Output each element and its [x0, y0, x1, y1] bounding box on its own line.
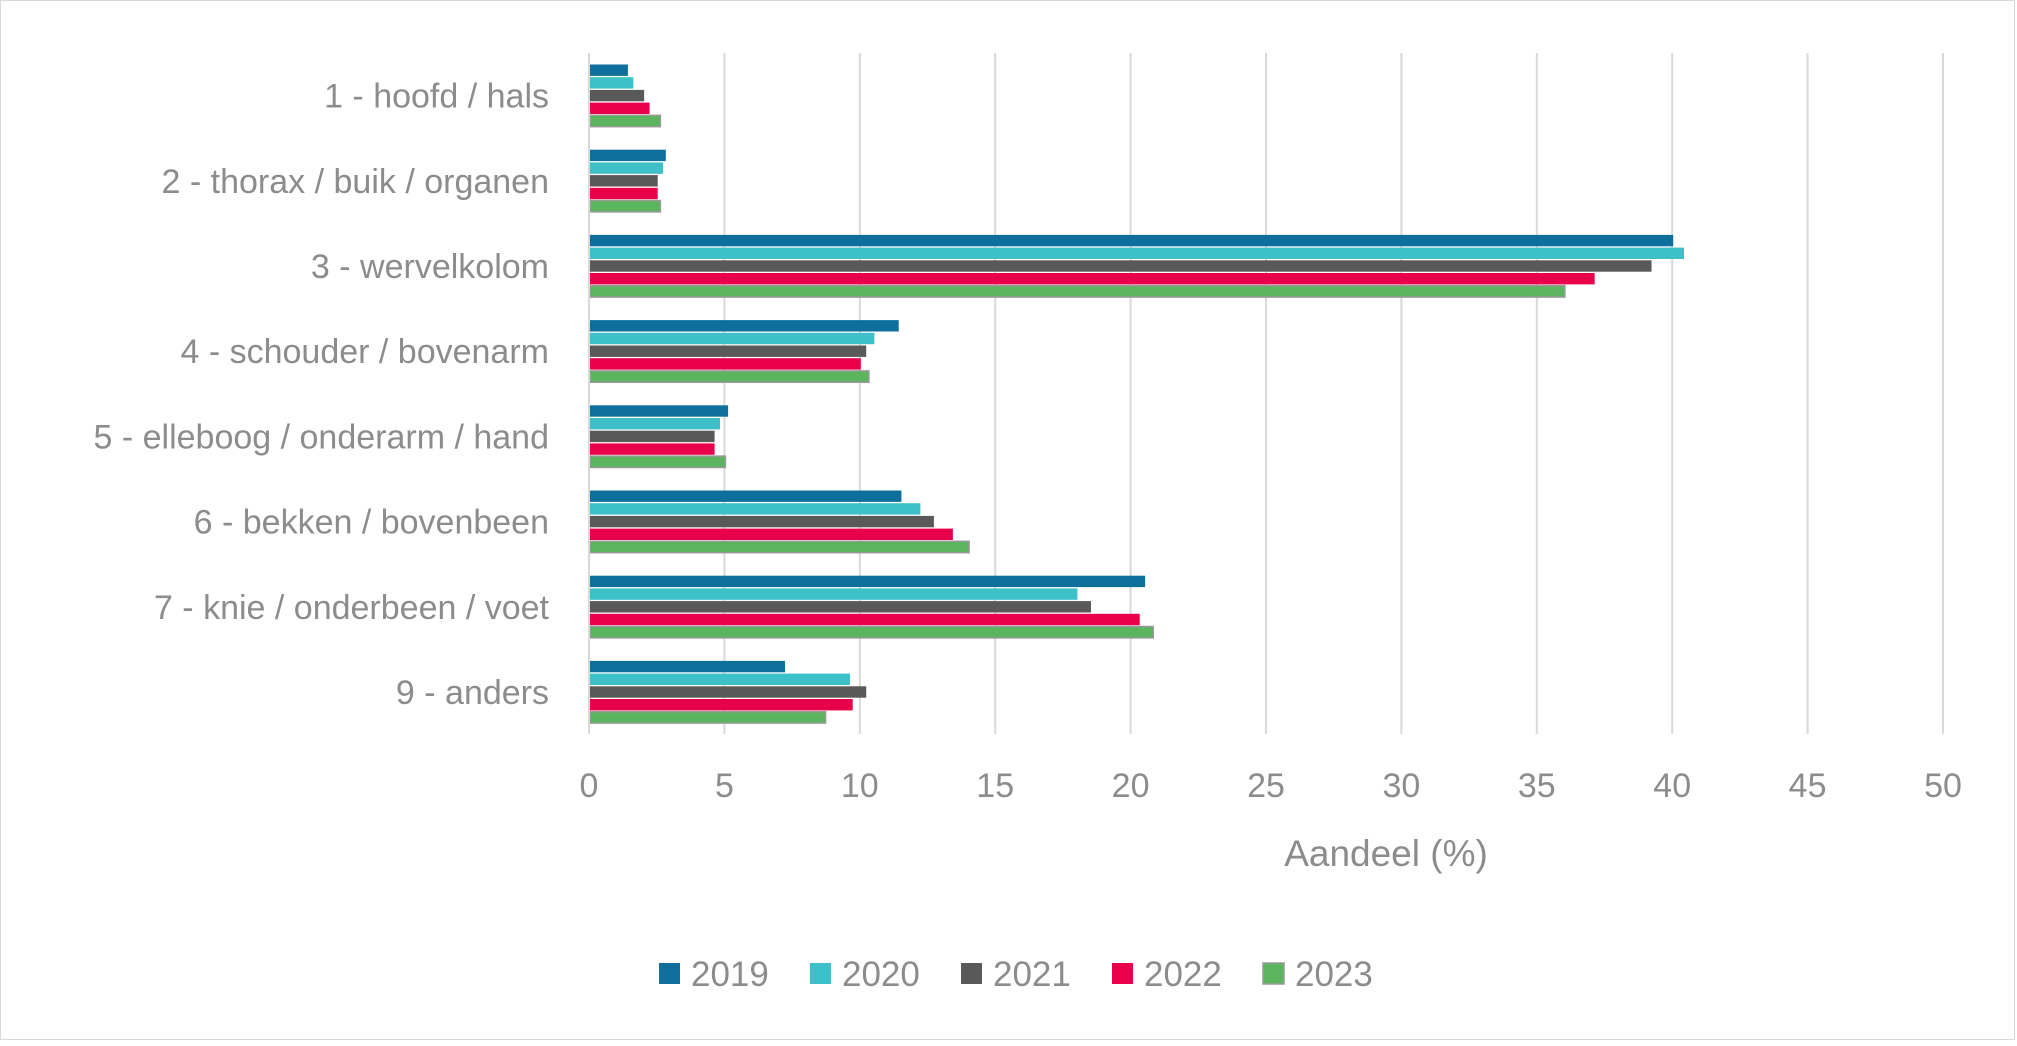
- category-labels: 1 - hoofd / hals 2 - thorax / buik / orga…: [93, 78, 549, 712]
- x-tick-label: 35: [1518, 767, 1556, 805]
- bar-2022: [590, 102, 650, 114]
- bar-2021: [590, 601, 1091, 613]
- bar-2023: [589, 710, 827, 724]
- bar-2020: [590, 673, 850, 685]
- legend-swatch-2021: [961, 963, 982, 984]
- bar-2021: [590, 89, 645, 102]
- bar-2019: [590, 575, 1146, 588]
- bar-2023: [589, 114, 662, 128]
- bar-2021: [590, 345, 867, 357]
- x-tick-label: 10: [841, 767, 879, 805]
- x-axis-title: Aandeel (%): [1284, 833, 1488, 874]
- bar-2020: [590, 77, 634, 89]
- legend-swatch-2023: [1262, 962, 1285, 985]
- bar-2021: [590, 175, 658, 187]
- bar-2019: [590, 405, 729, 417]
- x-tick-label: 15: [976, 767, 1014, 805]
- category-label: 5 - elleboog / onderarm / hand: [93, 418, 549, 456]
- legend-label-2020: 2020: [842, 955, 920, 994]
- bar-2020: [590, 418, 720, 430]
- legend-label-2019: 2019: [691, 955, 769, 994]
- gridlines: [723, 53, 1944, 734]
- bar-2022: [590, 358, 861, 370]
- bar-2021: [590, 430, 715, 443]
- bar-2019: [590, 149, 666, 162]
- bar-2022: [590, 443, 715, 455]
- x-tick-label: 20: [1112, 767, 1150, 805]
- bar-2021: [590, 686, 867, 698]
- bar-2020: [590, 588, 1078, 600]
- bar-2023: [589, 370, 870, 384]
- bar-2023: [589, 199, 662, 213]
- bar-2019: [590, 490, 902, 502]
- bar-2019: [590, 320, 899, 332]
- bar-2020: [590, 503, 921, 515]
- x-tick-labels: 0 5 10 15 20 25 30 35 40 45 50: [580, 767, 1962, 805]
- legend-swatch-2022: [1112, 963, 1133, 984]
- x-tick-label: 40: [1653, 767, 1691, 805]
- category-label: 6 - bekken / bovenbeen: [194, 504, 549, 542]
- legend: 2019 2020 2021 2022 2023: [659, 955, 1373, 994]
- bar-2021: [590, 515, 934, 528]
- bar-2023: [589, 284, 1566, 298]
- x-tick-label: 0: [580, 767, 599, 805]
- category-label: 2 - thorax / buik / organen: [162, 163, 549, 201]
- x-tick-label: 45: [1789, 767, 1827, 805]
- x-tick-label: 50: [1924, 767, 1962, 805]
- bar-2022: [590, 528, 953, 540]
- bar-2022: [590, 187, 658, 200]
- x-tick-label: 5: [715, 767, 734, 805]
- bar-2023: [589, 455, 727, 469]
- bar-2019: [590, 660, 785, 673]
- legend-swatch-2020: [810, 963, 831, 984]
- bar-2023: [589, 625, 1155, 639]
- category-label: 3 - wervelkolom: [311, 248, 549, 286]
- x-tick-label: 25: [1247, 767, 1285, 805]
- category-label: 9 - anders: [396, 674, 549, 712]
- legend-label-2023: 2023: [1295, 955, 1373, 994]
- bars: [589, 64, 1685, 724]
- bar-2019: [590, 234, 1674, 247]
- bar-2020: [590, 162, 664, 174]
- x-tick-label: 30: [1382, 767, 1420, 805]
- bar-2020: [590, 332, 875, 345]
- bar-2019: [590, 64, 628, 76]
- bar-2023: [589, 540, 970, 554]
- bar-2022: [590, 273, 1595, 285]
- legend-label-2022: 2022: [1144, 955, 1222, 994]
- bar-2022: [590, 613, 1140, 626]
- category-label: 7 - knie / onderbeen / voet: [154, 589, 550, 627]
- bar-2022: [590, 699, 853, 711]
- bar-2021: [590, 260, 1652, 272]
- bar-2020: [590, 247, 1685, 259]
- legend-label-2021: 2021: [993, 955, 1071, 994]
- category-label: 4 - schouder / bovenarm: [180, 333, 549, 371]
- legend-swatch-2019: [659, 963, 680, 984]
- category-label: 1 - hoofd / hals: [324, 78, 549, 116]
